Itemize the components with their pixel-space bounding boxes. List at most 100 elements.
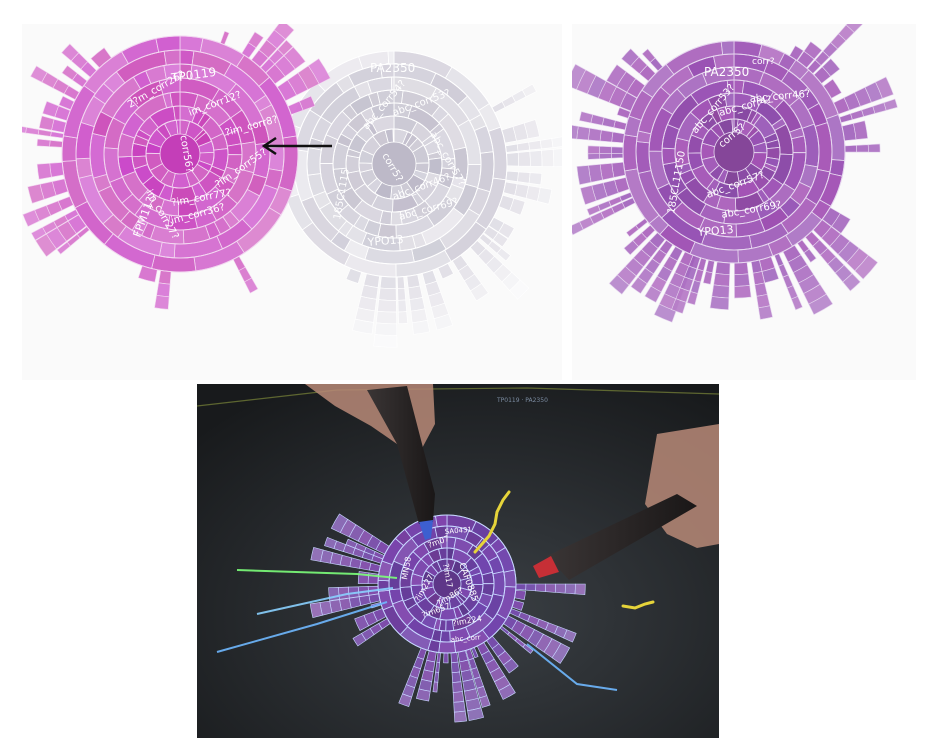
pink-sunburst-leaf-segment[interactable] (50, 131, 65, 139)
merged-sunburst[interactable] (572, 24, 898, 323)
merged-sunburst-leaf-segment[interactable] (715, 261, 731, 275)
pink-sunburst-leaf-segment[interactable] (49, 162, 65, 178)
merged-sunburst-leaf-segment[interactable] (625, 225, 640, 238)
merged-sunburst-leaf-segment[interactable] (644, 285, 662, 303)
grey-sunburst-leaf-segment[interactable] (536, 187, 553, 205)
tabletop-sunburst-leaf-segment[interactable] (416, 688, 431, 702)
grey-sunburst-leaf-segment[interactable] (352, 318, 374, 335)
pink-sunburst-leaf-segment[interactable] (49, 140, 63, 148)
tabletop-sunburst-leaf-segment[interactable] (514, 589, 526, 601)
merged-sunburst-leaf-segment[interactable] (713, 272, 730, 287)
pink-sunburst-leaf-segment[interactable] (158, 270, 172, 285)
grey-sunburst-leaf-segment[interactable] (539, 138, 554, 150)
merged-sunburst-leaf-segment[interactable] (606, 64, 627, 87)
grey-sunburst-leaf-segment[interactable] (397, 287, 406, 301)
tabletop-sunburst-leaf-segment[interactable] (398, 693, 413, 707)
grey-sunburst-leaf-segment[interactable] (552, 148, 562, 167)
grey-sunburst-leaf-segment[interactable] (521, 83, 537, 98)
tabletop-sunburst-leaf-segment[interactable] (535, 583, 547, 592)
merged-sunburst-leaf-segment[interactable] (734, 261, 749, 275)
tabletop-sunburst-leaf-segment[interactable] (309, 602, 323, 618)
merged-sunburst-segment[interactable] (661, 147, 677, 166)
pink-sunburst-leaf-segment[interactable] (273, 24, 295, 40)
grey-sunburst-leaf-segment[interactable] (505, 170, 519, 182)
merged-sunburst-leaf-segment[interactable] (773, 253, 784, 267)
grey-sunburst-segment[interactable] (306, 147, 322, 176)
tabletop-sunburst-leaf-segment[interactable] (432, 681, 439, 693)
pink-sunburst-leaf-segment[interactable] (37, 129, 52, 137)
merged-sunburst-leaf-segment[interactable] (576, 165, 592, 186)
merged-sunburst-leaf-segment[interactable] (579, 111, 594, 124)
tabletop-sunburst-leaf-segment[interactable] (452, 681, 463, 693)
grey-sunburst-leaf-segment[interactable] (374, 322, 398, 336)
tabletop-sunburst-segment[interactable] (439, 630, 451, 643)
grey-sunburst-leaf-segment[interactable] (378, 287, 397, 301)
pink-sunburst-leaf-segment[interactable] (56, 241, 71, 255)
grey-sunburst-leaf-segment[interactable] (523, 119, 540, 140)
merged-sunburst-leaf-segment[interactable] (758, 305, 773, 320)
pink-sunburst-leaf-segment[interactable] (30, 65, 48, 83)
tabletop-sunburst-leaf-segment[interactable] (564, 583, 576, 595)
grey-sunburst-leaf-segment[interactable] (517, 171, 531, 184)
pink-sunburst-leaf-segment[interactable] (36, 138, 51, 147)
pink-sunburst-leaf-segment[interactable] (42, 100, 59, 118)
tabletop-sunburst-leaf-segment[interactable] (352, 632, 367, 647)
grey-sunburst-leaf-segment[interactable] (379, 275, 397, 289)
pink-sunburst-leaf-segment[interactable] (30, 226, 47, 241)
merged-sunburst-leaf-segment[interactable] (623, 240, 639, 256)
merged-sunburst-leaf-segment[interactable] (611, 146, 624, 154)
pink-sunburst-leaf-segment[interactable] (27, 183, 45, 204)
grey-sunburst-leaf-segment[interactable] (505, 143, 519, 153)
merged-sunburst-leaf-segment[interactable] (599, 153, 612, 160)
merged-sunburst-leaf-segment[interactable] (702, 271, 713, 285)
merged-sunburst-leaf-segment[interactable] (613, 120, 628, 131)
pink-sunburst-leaf-segment[interactable] (283, 46, 306, 70)
tabletop-sunburst-leaf-segment[interactable] (525, 583, 537, 592)
merged-sunburst-leaf-segment[interactable] (711, 284, 730, 299)
merged-sunburst-segment[interactable] (622, 134, 638, 172)
grey-sunburst-leaf-segment[interactable] (506, 152, 519, 167)
tabletop-sunburst-leaf-segment[interactable] (310, 546, 324, 562)
merged-sunburst-leaf-segment[interactable] (686, 291, 699, 306)
merged-sunburst-leaf-segment[interactable] (842, 273, 861, 292)
merged-sunburst-leaf-segment[interactable] (587, 153, 601, 160)
grey-sunburst-leaf-segment[interactable] (528, 172, 543, 186)
tabletop-sunburst-leaf-segment[interactable] (451, 661, 460, 673)
grey-sunburst-leaf-segment[interactable] (516, 141, 531, 152)
tabletop-sunburst-leaf-segment[interactable] (503, 658, 519, 674)
merged-sunburst-leaf-segment[interactable] (875, 76, 894, 99)
pink-sunburst-leaf-segment[interactable] (219, 30, 230, 46)
pink-sunburst-leaf-segment[interactable] (307, 58, 331, 85)
merged-sunburst-leaf-segment[interactable] (599, 129, 614, 143)
merged-sunburst-leaf-segment[interactable] (803, 248, 817, 263)
tabletop-sunburst-leaf-segment[interactable] (453, 710, 468, 723)
tabletop-sunburst-leaf-segment[interactable] (452, 691, 465, 703)
merged-sunburst-leaf-segment[interactable] (808, 293, 834, 316)
pink-sunburst-leaf-segment[interactable] (22, 125, 27, 134)
merged-sunburst-leaf-segment[interactable] (586, 204, 601, 216)
merged-sunburst-leaf-segment[interactable] (590, 114, 605, 126)
grey-sunburst-leaf-segment[interactable] (407, 285, 423, 300)
grey-sunburst-leaf-segment[interactable] (551, 136, 562, 148)
tabletop-sunburst-segment[interactable] (435, 514, 448, 528)
merged-sunburst-leaf-segment[interactable] (601, 117, 616, 128)
grey-sunburst-leaf-segment[interactable] (375, 310, 397, 325)
tabletop-sunburst-leaf-segment[interactable] (545, 583, 556, 593)
grey-sunburst-leaf-segment[interactable] (496, 247, 511, 262)
merged-sunburst-leaf-segment[interactable] (630, 276, 648, 294)
pink-sunburst-segment[interactable] (169, 91, 181, 108)
pink-sunburst[interactable] (22, 24, 331, 310)
merged-sunburst-leaf-segment[interactable] (861, 105, 876, 117)
pink-sunburst-leaf-segment[interactable] (36, 162, 52, 180)
merged-sunburst-leaf-segment[interactable] (790, 295, 803, 311)
pink-sunburst-center[interactable] (160, 134, 200, 174)
merged-sunburst-leaf-segment[interactable] (608, 274, 630, 295)
pink-sunburst-leaf-segment[interactable] (35, 233, 57, 257)
tabletop-sunburst-leaf-segment[interactable] (443, 652, 449, 664)
tabletop-sunburst-leaf-segment[interactable] (345, 538, 358, 549)
grey-sunburst-leaf-segment[interactable] (411, 319, 431, 335)
tabletop-sunburst[interactable] (216, 513, 618, 723)
grey-sunburst-center[interactable] (372, 142, 416, 186)
merged-sunburst-leaf-segment[interactable] (754, 282, 768, 297)
tabletop-sunburst-leaf-segment[interactable] (522, 643, 534, 654)
